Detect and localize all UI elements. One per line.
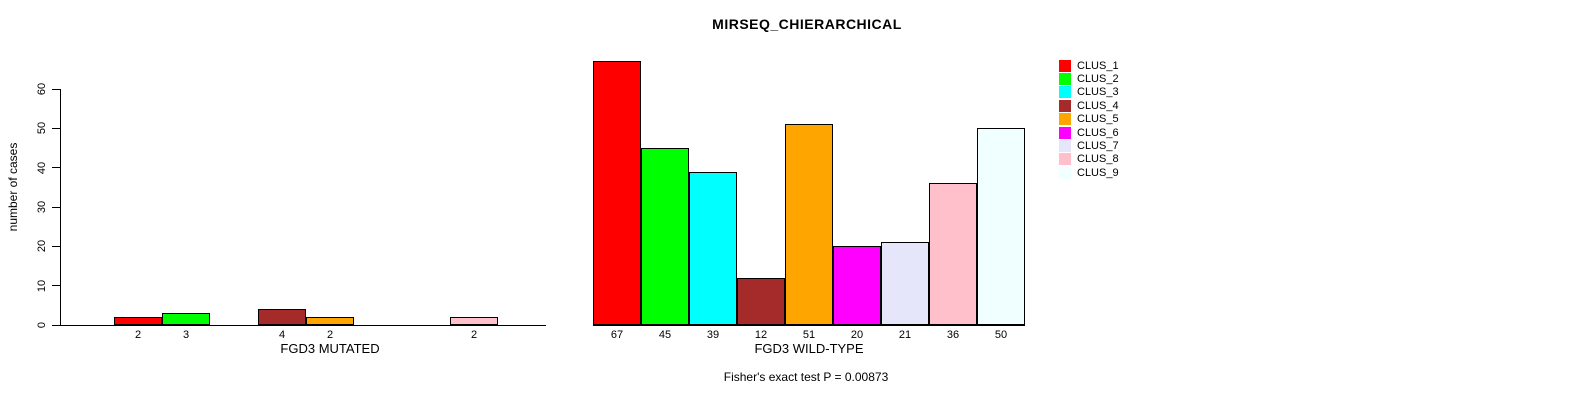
legend-swatch-clus_6 xyxy=(1059,126,1071,139)
legend-label: CLUS_2 xyxy=(1077,73,1119,86)
chart-title: MIRSEQ_CHIERARCHICAL xyxy=(712,16,902,32)
y-tick-mark xyxy=(52,167,60,169)
bar-wildtype-clus_2 xyxy=(641,148,689,325)
y-tick-mark xyxy=(52,324,60,326)
y-tick-label: 0 xyxy=(36,321,48,329)
bar-value-label: 51 xyxy=(802,329,816,341)
legend-item: CLUS_2 xyxy=(1059,72,1119,86)
bar-wildtype-clus_6 xyxy=(833,246,881,325)
bar-value-label: 3 xyxy=(182,329,190,341)
panel-xlabel-wildtype: FGD3 WILD-TYPE xyxy=(754,341,864,356)
legend-item: CLUS_3 xyxy=(1059,86,1119,99)
y-tick-mark xyxy=(52,245,60,247)
legend-label: CLUS_5 xyxy=(1077,113,1119,126)
panel-xlabel-mutated: FGD3 MUTATED xyxy=(280,341,380,356)
y-tick-mark xyxy=(52,285,60,287)
bar-value-label: 4 xyxy=(278,329,286,341)
legend-item: CLUS_7 xyxy=(1059,139,1119,153)
bar-mutated-clus_1 xyxy=(114,317,162,325)
legend-label: CLUS_1 xyxy=(1077,59,1119,72)
legend-item: CLUS_9 xyxy=(1059,166,1119,179)
legend-swatch-clus_7 xyxy=(1059,140,1071,153)
y-axis-line xyxy=(60,89,61,326)
legend-label: CLUS_3 xyxy=(1077,86,1119,99)
x-axis-line-mutated xyxy=(59,325,546,326)
legend-label: CLUS_6 xyxy=(1077,126,1119,139)
y-tick-mark xyxy=(52,206,60,208)
bar-value-label: 45 xyxy=(658,329,672,341)
bar-value-label: 36 xyxy=(946,329,960,341)
bar-wildtype-clus_8 xyxy=(929,183,977,325)
legend-swatch-clus_9 xyxy=(1059,166,1071,179)
y-tick-label: 60 xyxy=(36,82,48,96)
y-tick-label: 50 xyxy=(36,122,48,135)
bar-value-label: 2 xyxy=(470,329,478,341)
y-tick-label: 30 xyxy=(36,200,48,214)
bar-mutated-clus_8 xyxy=(450,317,498,325)
bar-mutated-clus_5 xyxy=(306,317,354,325)
legend-label: CLUS_9 xyxy=(1077,166,1119,179)
legend-label: CLUS_8 xyxy=(1077,153,1119,166)
y-tick-label: 20 xyxy=(36,240,48,253)
bar-value-label: 39 xyxy=(706,329,720,341)
bar-mutated-clus_4 xyxy=(258,309,306,325)
legend-label: CLUS_7 xyxy=(1077,140,1119,153)
legend-swatch-clus_8 xyxy=(1059,153,1071,166)
legend-item: CLUS_4 xyxy=(1059,99,1119,112)
bar-value-label: 2 xyxy=(326,329,334,341)
legend-swatch-clus_3 xyxy=(1059,86,1071,99)
legend-item: CLUS_8 xyxy=(1059,153,1119,166)
legend-swatch-clus_5 xyxy=(1059,113,1071,126)
y-tick-mark xyxy=(52,88,60,90)
bar-value-label: 20 xyxy=(850,329,864,341)
y-tick-label: 10 xyxy=(36,279,48,292)
legend-swatch-clus_1 xyxy=(1059,59,1071,72)
bar-wildtype-clus_3 xyxy=(689,172,737,325)
bar-value-label: 21 xyxy=(898,329,912,341)
legend-item: CLUS_1 xyxy=(1059,59,1119,72)
x-axis-line-wildtype xyxy=(593,325,1025,326)
legend-swatch-clus_4 xyxy=(1059,99,1071,112)
fisher-test-annotation: Fisher's exact test P = 0.00873 xyxy=(723,370,889,384)
legend-label: CLUS_4 xyxy=(1077,99,1119,112)
bar-mutated-clus_2 xyxy=(162,313,210,325)
bar-value-label: 50 xyxy=(994,329,1008,341)
legend-item: CLUS_5 xyxy=(1059,113,1119,126)
legend: CLUS_1 CLUS_2 CLUS_3 CLUS_4 CLUS_5 CLUS_6 CLUS… xyxy=(1059,59,1119,180)
bar-wildtype-clus_5 xyxy=(785,124,833,325)
legend-swatch-clus_2 xyxy=(1059,73,1071,86)
y-tick-label: 40 xyxy=(36,161,48,174)
bar-wildtype-clus_1 xyxy=(593,61,641,325)
y-tick-mark xyxy=(52,127,60,129)
bar-value-label: 2 xyxy=(134,329,142,341)
legend-item: CLUS_6 xyxy=(1059,126,1119,139)
bar-wildtype-clus_7 xyxy=(881,242,929,325)
bar-wildtype-clus_9 xyxy=(977,128,1025,325)
y-axis-label: number of cases xyxy=(6,142,20,232)
bar-value-label: 67 xyxy=(610,329,624,341)
bar-value-label: 12 xyxy=(754,329,768,341)
bar-wildtype-clus_4 xyxy=(737,278,785,325)
